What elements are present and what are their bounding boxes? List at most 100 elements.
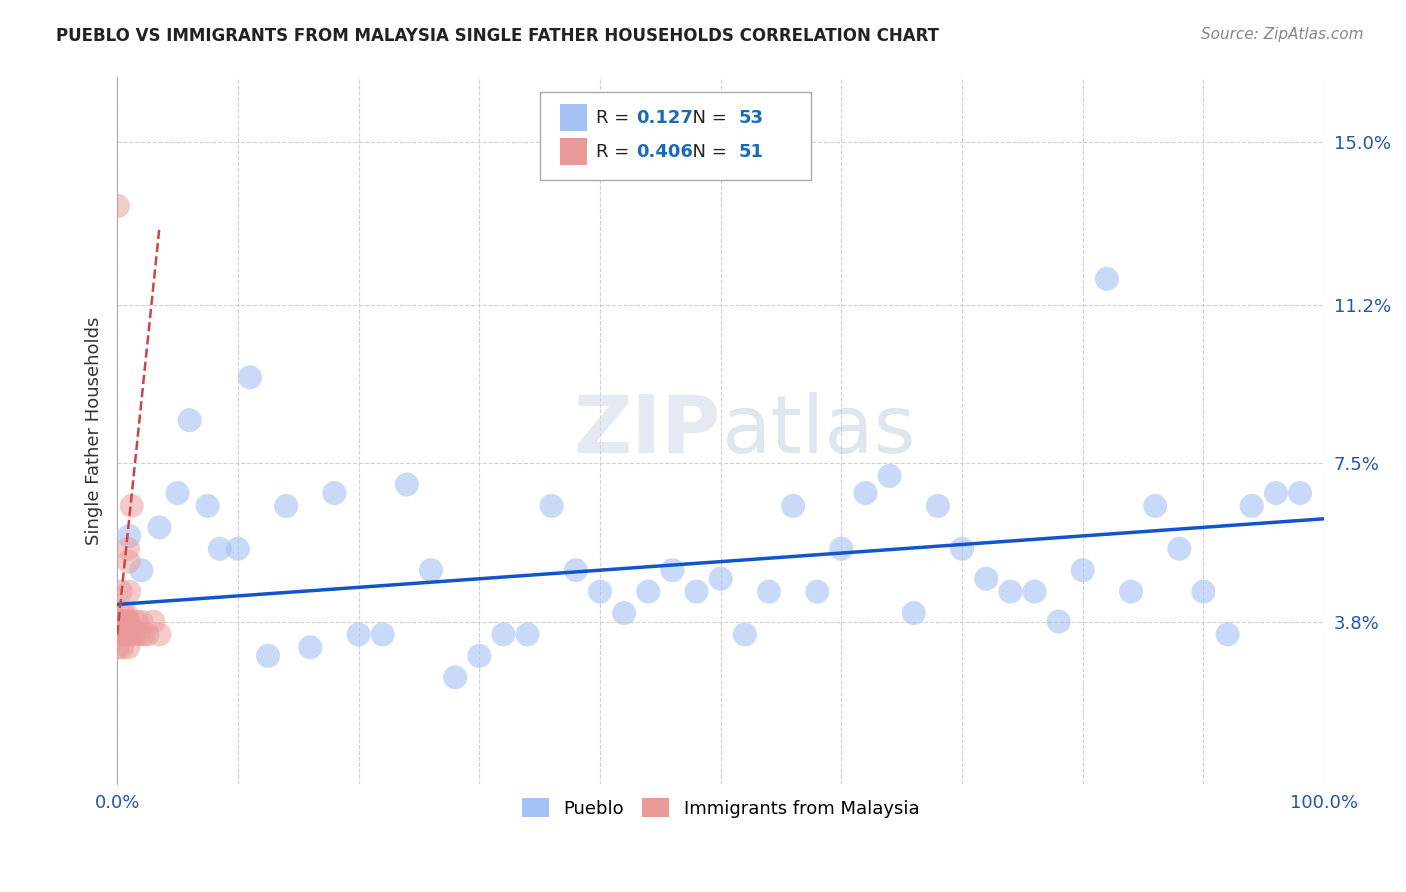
Point [110,584,132,599]
Point [1071,563,1094,577]
Point [107,640,129,655]
Point [1000,584,1022,599]
Point [112,627,135,641]
Point [903,606,925,620]
Point [118,615,141,629]
Point [111,606,134,620]
Point [1240,499,1263,513]
Text: N =: N = [681,143,733,161]
Point [128,627,150,641]
Point [131,563,153,577]
Point [395,477,418,491]
Text: Source: ZipAtlas.com: Source: ZipAtlas.com [1201,27,1364,42]
Point [1095,272,1118,286]
Point [131,615,153,629]
Point [208,541,231,556]
Point [110,615,132,629]
Point [758,584,780,599]
Text: 53: 53 [738,109,763,127]
Point [540,499,562,513]
Text: R =: R = [596,109,636,127]
Point [226,541,249,556]
Point [112,615,135,629]
Point [108,615,131,629]
Point [107,199,129,213]
Point [118,584,141,599]
Text: 51: 51 [738,143,763,161]
Point [1264,486,1286,500]
Point [1216,627,1239,641]
Point [111,640,134,655]
Point [107,615,129,629]
Point [1192,584,1215,599]
Point [782,499,804,513]
Point [197,499,219,513]
Point [114,627,136,641]
Point [371,627,394,641]
Point [1119,584,1142,599]
Point [974,572,997,586]
Legend: Pueblo, Immigrants from Malaysia: Pueblo, Immigrants from Malaysia [515,791,927,825]
Point [107,627,129,641]
Point [115,615,138,629]
Point [613,606,636,620]
Point [257,648,280,663]
Point [118,529,141,543]
Point [276,499,298,513]
Point [734,627,756,641]
Point [117,615,139,629]
Point [108,615,131,629]
Point [516,627,538,641]
Point [112,627,135,641]
Point [120,627,142,641]
Point [111,627,134,641]
Text: N =: N = [681,109,733,127]
Point [112,615,135,629]
Point [108,627,131,641]
Point [1168,541,1191,556]
Point [110,627,132,641]
Point [1047,615,1070,629]
Point [710,572,733,586]
Point [114,615,136,629]
Point [111,627,134,641]
Point [118,555,141,569]
Point [323,486,346,500]
Point [117,541,139,556]
Point [122,627,145,641]
Point [148,627,170,641]
Point [661,563,683,577]
Point [111,627,134,641]
Point [927,499,949,513]
Point [347,627,370,641]
Point [420,563,443,577]
FancyBboxPatch shape [540,92,811,180]
Point [115,627,138,641]
Point [132,627,155,641]
Text: atlas: atlas [721,392,915,470]
Point [468,648,491,663]
Point [115,627,138,641]
Point [115,627,138,641]
Point [114,606,136,620]
Point [117,640,139,655]
Text: 0.127: 0.127 [636,109,693,127]
Point [108,627,131,641]
Point [444,670,467,684]
Point [299,640,322,655]
Text: ZIP: ZIP [574,392,721,470]
Point [239,370,262,384]
Point [589,584,612,599]
Y-axis label: Single Father Households: Single Father Households [86,317,103,545]
Point [125,615,148,629]
Point [117,627,139,641]
Point [1289,486,1312,500]
Point [1024,584,1046,599]
Text: PUEBLO VS IMMIGRANTS FROM MALAYSIA SINGLE FATHER HOUSEHOLDS CORRELATION CHART: PUEBLO VS IMMIGRANTS FROM MALAYSIA SINGL… [56,27,939,45]
Point [1144,499,1167,513]
Point [166,486,188,500]
Point [107,627,129,641]
FancyBboxPatch shape [560,104,586,131]
Point [179,413,201,427]
Point [121,499,143,513]
